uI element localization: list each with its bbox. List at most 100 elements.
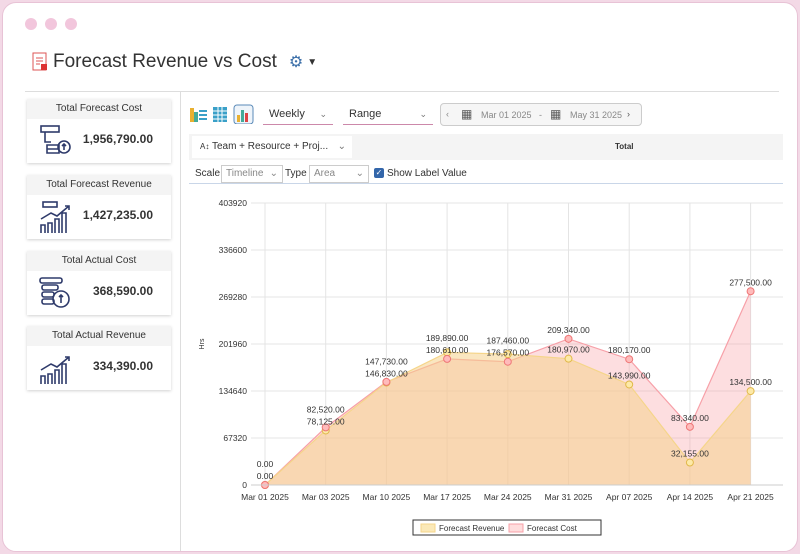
data-point <box>564 354 573 363</box>
x-tick-label: Mar 10 2025 <box>363 492 411 502</box>
x-tick-label: Mar 24 2025 <box>484 492 532 502</box>
y-tick-label: 269280 <box>219 292 248 302</box>
forecast-revenue-icon <box>40 201 70 233</box>
sort-az-icon: A↕ <box>200 142 210 151</box>
data-point <box>746 387 755 396</box>
data-point <box>625 355 634 364</box>
legend-label: Forecast Revenue <box>439 524 505 533</box>
actual-cost-icon <box>39 277 70 308</box>
chevron-down-icon: ⌄ <box>355 168 364 179</box>
card-total-actual-cost: Total Actual Cost 368,590.00 <box>27 251 171 315</box>
end-date[interactable]: May 31 2025 <box>570 110 623 120</box>
legend <box>412 519 602 536</box>
y-tick-label: 0 <box>242 480 247 490</box>
calendar-icon[interactable]: ▦ <box>550 107 562 121</box>
data-label: 180,610.00 <box>426 345 469 355</box>
legend-swatch <box>508 523 524 533</box>
y-tick-label: 403920 <box>219 198 248 208</box>
scale-label: Scale <box>195 168 221 179</box>
data-label: 0.00 <box>257 459 274 469</box>
data-point <box>382 377 391 386</box>
range-select[interactable]: Range ⌄ <box>343 103 433 125</box>
next-arrow-icon[interactable]: › <box>627 109 630 119</box>
type-label: Type <box>285 168 307 179</box>
y-tick-label: 201960 <box>219 339 248 349</box>
y-tick-label: 134640 <box>219 386 248 396</box>
group-by-value: Team + Resource + Proj... <box>211 141 329 152</box>
prev-arrow-icon[interactable]: ‹ <box>446 109 449 119</box>
chevron-down-icon: ⌄ <box>269 168 278 179</box>
data-label: 187,460.00 <box>487 336 530 346</box>
y-tick-label: 336600 <box>219 245 248 255</box>
page-title: Forecast Revenue vs Cost <box>53 51 277 72</box>
x-tick-label: Mar 03 2025 <box>302 492 350 502</box>
caret-down-icon[interactable]: ▼ <box>307 56 318 68</box>
card-label: Total Forecast Revenue <box>27 175 171 195</box>
card-total-actual-revenue: Total Actual Revenue 334,390.00 <box>27 326 171 390</box>
calendar-icon[interactable]: ▦ <box>461 107 473 121</box>
card-label: Total Forecast Cost <box>27 99 171 119</box>
scale-select[interactable]: Timeline ⌄ <box>221 165 283 183</box>
card-label: Total Actual Revenue <box>27 326 171 346</box>
x-tick-label: Apr 21 2025 <box>727 492 774 502</box>
data-label: 143,990.00 <box>608 370 651 380</box>
data-label: 134,500.00 <box>729 377 772 387</box>
x-tick-label: Mar 01 2025 <box>241 492 289 502</box>
chart-options-bar: Scale Timeline ⌄ Type Area ⌄ ✓ Show Label … <box>189 163 783 184</box>
legend-swatch <box>420 523 436 533</box>
data-point <box>625 380 634 389</box>
report-icon <box>32 52 47 71</box>
date-range-picker: ‹ ▦ Mar 01 2025 - ▦ May 31 2025 › <box>440 103 642 126</box>
card-value: 1,956,790.00 <box>82 132 153 146</box>
data-point <box>443 354 452 363</box>
date-separator: - <box>539 110 542 120</box>
area-chart: 0 67320 134640 201960 269280 336600 403920 Mar … <box>199 198 783 536</box>
card-total-forecast-cost: Total Forecast Cost 1,956,790.00 <box>27 99 171 163</box>
card-value: 334,390.00 <box>92 359 153 373</box>
start-date[interactable]: Mar 01 2025 <box>481 110 532 120</box>
card-value: 368,590.00 <box>92 284 153 298</box>
data-label: 277,500.00 <box>729 277 772 287</box>
divider <box>25 91 779 92</box>
window-dot <box>45 18 57 30</box>
grid-view-icon[interactable] <box>213 107 227 122</box>
data-label: 78,125.00 <box>307 416 345 426</box>
pivot-view-icon[interactable] <box>190 108 207 122</box>
card-label: Total Actual Cost <box>27 251 171 271</box>
data-label: 0.00 <box>257 471 274 481</box>
card-total-forecast-revenue: Total Forecast Revenue 1,427,235.00 <box>27 175 171 239</box>
x-tick-label: Apr 14 2025 <box>667 492 714 502</box>
data-label: 32,155.00 <box>671 449 709 459</box>
chevron-down-icon: ⌄ <box>419 109 427 119</box>
period-select[interactable]: Weekly ⌄ <box>263 103 333 125</box>
actual-revenue-icon <box>40 356 70 384</box>
divider <box>180 91 181 551</box>
card-value: 1,427,235.00 <box>82 208 153 222</box>
page-header: Forecast Revenue vs Cost ⚙ ▼ <box>31 51 317 73</box>
gear-icon[interactable]: ⚙ <box>288 54 304 71</box>
x-tick-label: Mar 31 2025 <box>545 492 593 502</box>
chart-view-icon[interactable] <box>233 104 254 124</box>
period-value: Weekly <box>269 108 305 120</box>
legend-label: Forecast Cost <box>527 524 578 533</box>
total-column-header: Total <box>615 142 634 151</box>
y-tick-label: 67320 <box>223 433 247 443</box>
show-label-checkbox[interactable]: ✓ <box>374 168 384 178</box>
show-label-text: Show Label Value <box>387 168 467 179</box>
x-tick-label: Apr 07 2025 <box>606 492 653 502</box>
data-point <box>685 422 694 431</box>
data-point <box>503 357 512 366</box>
group-by-select[interactable]: A↕ Team + Resource + Proj... ⌄ <box>192 136 352 158</box>
range-value: Range <box>349 108 382 120</box>
data-label: 146,830.00 <box>365 368 408 378</box>
data-label: 176,570.00 <box>487 348 530 358</box>
scale-value: Timeline <box>226 168 264 179</box>
type-select[interactable]: Area ⌄ <box>309 165 369 183</box>
data-label: 83,340.00 <box>671 413 709 423</box>
chevron-down-icon: ⌄ <box>337 141 346 152</box>
data-label: 189,890.00 <box>426 333 469 343</box>
data-label: 82,520.00 <box>307 404 345 414</box>
forecast-cost-icon <box>40 125 71 154</box>
data-point <box>503 350 512 359</box>
